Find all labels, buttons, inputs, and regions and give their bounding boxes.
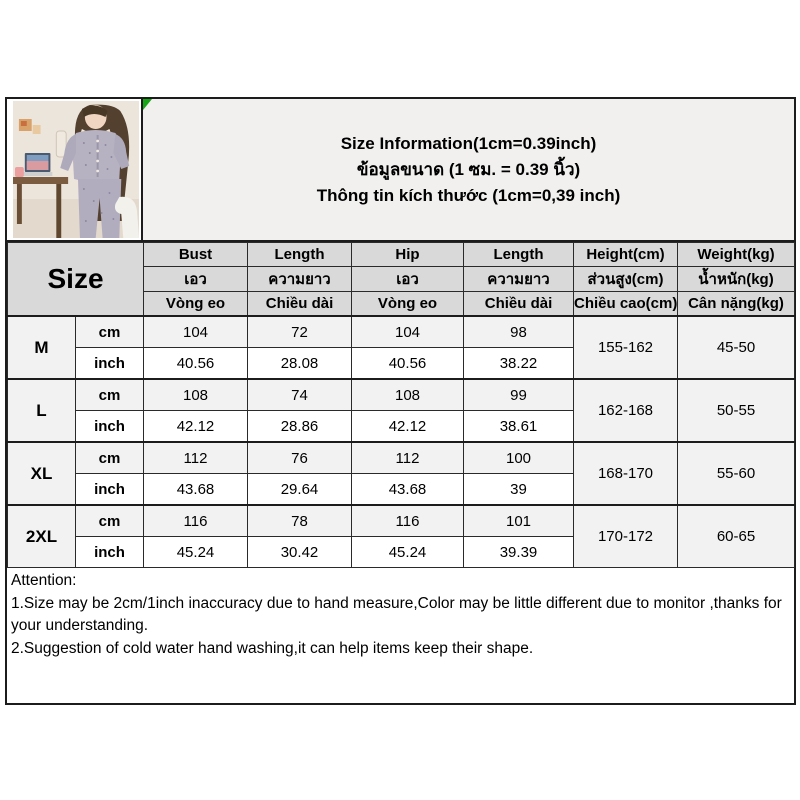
attention-note-2: 2.Suggestion of cold water hand washing,… <box>11 639 534 657</box>
cell-2xl-weight: 60-65 <box>677 504 795 568</box>
attention-notes: Attention: 1.Size may be 2cm/1inch inacc… <box>7 568 794 660</box>
cell-m-bust-inch: 40.56 <box>143 347 248 380</box>
table-row-2xl-inch: inch 45.24 30.42 45.24 39.39 <box>8 536 795 568</box>
unit-label: cm <box>75 315 144 348</box>
col-header-length-th: ความยาว <box>247 266 352 292</box>
table-row-m-inch: inch 40.56 28.08 40.56 38.22 <box>8 347 795 380</box>
cell-xl-hip-inch: 43.68 <box>351 473 464 506</box>
table-row-l-inch: inch 42.12 28.86 42.12 38.61 <box>8 410 795 443</box>
unit-label: cm <box>75 378 144 411</box>
cell-m-length-inch: 28.08 <box>247 347 352 380</box>
col-header-height-vi: Chiều cao(cm) <box>573 291 678 317</box>
product-photo <box>7 99 141 240</box>
table-row-m-cm: M cm 104 72 104 98 155-162 45-50 <box>7 315 795 380</box>
photo-title-divider <box>141 99 143 240</box>
unit-label: cm <box>75 441 144 474</box>
cell-l-height: 162-168 <box>573 378 678 443</box>
cell-xl-length2-cm: 100 <box>463 441 574 474</box>
col-header-weight-th: น้ำหนัก(kg) <box>677 266 795 292</box>
cell-2xl-length-inch: 30.42 <box>247 536 352 568</box>
unit-label: inch <box>75 347 144 380</box>
cell-l-bust-inch: 42.12 <box>143 410 248 443</box>
cell-2xl-hip-cm: 116 <box>351 504 464 537</box>
col-header-length2-th: ความยาว <box>463 266 574 292</box>
cell-m-length-cm: 72 <box>247 315 352 348</box>
col-header-weight-vi: Cân nặng(kg) <box>677 291 795 317</box>
product-photo-illustration <box>13 101 139 238</box>
col-header-hip-en: Hip <box>351 242 464 267</box>
size-header-cell: Size <box>7 242 144 317</box>
table-row-l-cm: L cm 108 74 108 99 162-168 50-55 <box>7 378 795 443</box>
cell-2xl-bust-cm: 116 <box>143 504 248 537</box>
title-english: Size Information(1cm=0.39inch) <box>340 133 597 153</box>
col-header-weight-en: Weight(kg) <box>677 242 795 267</box>
table-row-xl-inch: inch 43.68 29.64 43.68 39 <box>8 473 795 506</box>
cell-m-length2-inch: 38.22 <box>463 347 574 380</box>
col-header-bust-vi: Vòng eo <box>143 291 248 317</box>
col-header-height-th: ส่วนสูง(cm) <box>573 266 678 292</box>
cell-2xl-bust-inch: 45.24 <box>143 536 248 568</box>
col-header-hip-vi: Vòng eo <box>351 291 464 317</box>
table-row-2xl-cm: 2XL cm 116 78 116 101 170-172 60-65 <box>7 504 795 568</box>
cell-m-height: 155-162 <box>573 315 678 380</box>
unit-label: cm <box>75 504 144 537</box>
size-table: Size Bust Length Hip Length Height(cm) W… <box>7 242 795 568</box>
unit-label: inch <box>75 473 144 506</box>
cell-m-bust-cm: 104 <box>143 315 248 348</box>
col-header-bust-en: Bust <box>143 242 248 267</box>
green-corner-marker-icon <box>143 99 152 110</box>
title-thai: ข้อมูลขนาด (1 ซม. = 0.39 นิ้ว) <box>356 159 581 179</box>
cell-l-hip-inch: 42.12 <box>351 410 464 443</box>
cell-xl-bust-inch: 43.68 <box>143 473 248 506</box>
size-label-l: L <box>7 378 76 443</box>
attention-heading: Attention: <box>11 572 77 589</box>
cell-xl-length2-inch: 39 <box>463 473 574 506</box>
col-header-length-vi: Chiều dài <box>247 291 352 317</box>
cell-l-bust-cm: 108 <box>143 378 248 411</box>
col-header-height-en: Height(cm) <box>573 242 678 267</box>
col-header-length-en: Length <box>247 242 352 267</box>
cell-xl-height: 168-170 <box>573 441 678 506</box>
cell-2xl-length2-inch: 39.39 <box>463 536 574 568</box>
cell-xl-hip-cm: 112 <box>351 441 464 474</box>
attention-note-1: 1.Size may be 2cm/1inch inaccuracy due t… <box>11 594 782 635</box>
cell-l-length-cm: 74 <box>247 378 352 411</box>
unit-label: inch <box>75 410 144 443</box>
unit-label: inch <box>75 536 144 568</box>
table-row-xl-cm: XL cm 112 76 112 100 168-170 55-60 <box>7 441 795 506</box>
cell-xl-weight: 55-60 <box>677 441 795 506</box>
col-header-length2-en: Length <box>463 242 574 267</box>
size-label-xl: XL <box>7 441 76 506</box>
cell-m-weight: 45-50 <box>677 315 795 380</box>
col-header-length2-vi: Chiều dài <box>463 291 574 317</box>
cell-l-length2-inch: 38.61 <box>463 410 574 443</box>
cell-l-weight: 50-55 <box>677 378 795 443</box>
cell-l-length2-cm: 99 <box>463 378 574 411</box>
cell-xl-bust-cm: 112 <box>143 441 248 474</box>
cell-xl-length-cm: 76 <box>247 441 352 474</box>
cell-l-length-inch: 28.86 <box>247 410 352 443</box>
cell-2xl-hip-inch: 45.24 <box>351 536 464 568</box>
size-label-2xl: 2XL <box>7 504 76 568</box>
cell-2xl-height: 170-172 <box>573 504 678 568</box>
cell-xl-length-inch: 29.64 <box>247 473 352 506</box>
col-header-hip-th: เอว <box>351 266 464 292</box>
cell-2xl-length-cm: 78 <box>247 504 352 537</box>
size-label-m: M <box>7 315 76 380</box>
cell-l-hip-cm: 108 <box>351 378 464 411</box>
title-block: Size Information(1cm=0.39inch) ข้อมูลขนา… <box>143 99 794 240</box>
content-frame: Size Information(1cm=0.39inch) ข้อมูลขนา… <box>5 97 796 705</box>
cell-m-hip-inch: 40.56 <box>351 347 464 380</box>
top-section: Size Information(1cm=0.39inch) ข้อมูลขนา… <box>7 99 794 242</box>
cell-2xl-length2-cm: 101 <box>463 504 574 537</box>
cell-m-length2-cm: 98 <box>463 315 574 348</box>
header-row-thai: เอว ความยาว เอว ความยาว ส่วนสูง(cm) น้ำห… <box>8 266 795 292</box>
title-vietnamese: Thông tin kích thước (1cm=0,39 inch) <box>316 185 621 205</box>
cell-m-hip-cm: 104 <box>351 315 464 348</box>
col-header-bust-th: เอว <box>143 266 248 292</box>
header-row-english: Size Bust Length Hip Length Height(cm) W… <box>7 242 795 317</box>
